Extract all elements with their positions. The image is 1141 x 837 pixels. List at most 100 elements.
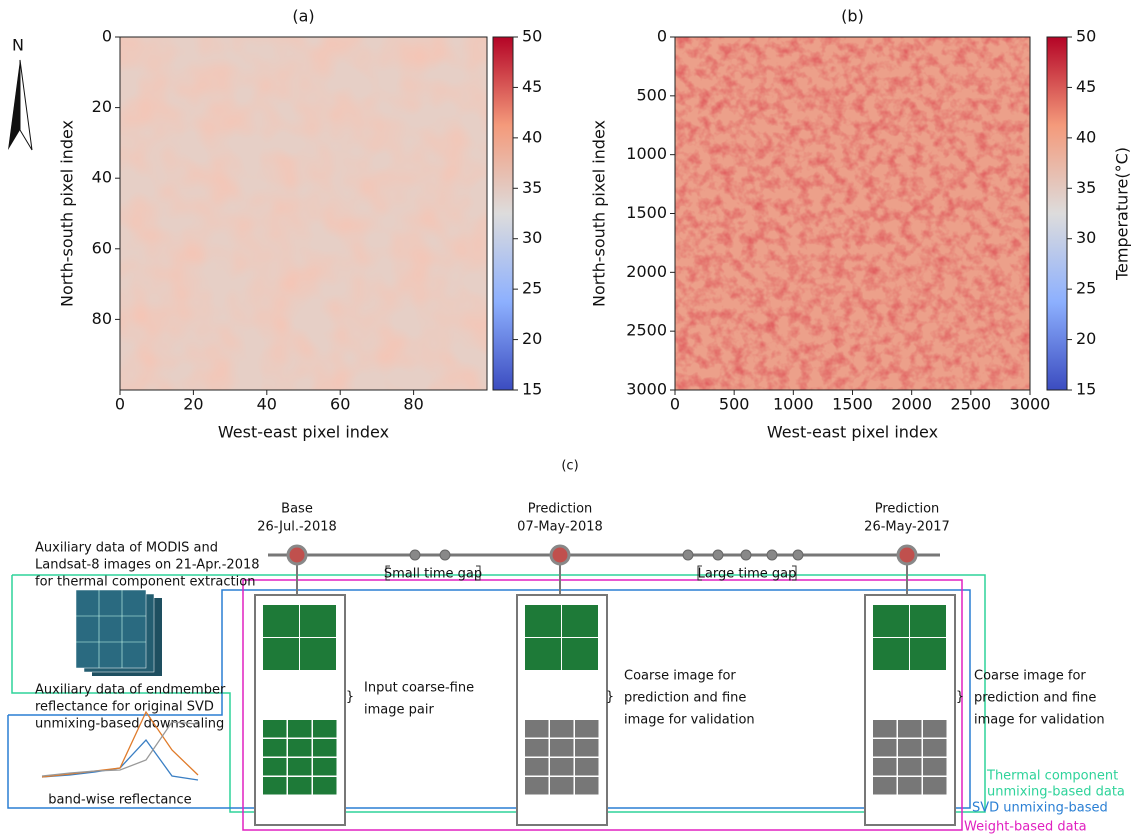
y-tick-label: 1500 (626, 203, 667, 222)
y-axis-label: North-south pixel index (590, 120, 609, 307)
gap-bracket (697, 565, 797, 581)
node-title: Prediction (875, 502, 940, 517)
fine-pixel (550, 739, 574, 757)
y-tick-label: 20 (92, 97, 112, 116)
fine-pixel (550, 758, 574, 776)
legend-text: SVD unmixing-based (972, 801, 1108, 816)
y-tick-label: 80 (92, 309, 112, 328)
coarse-pixel (525, 638, 561, 670)
y-tick-label: 0 (657, 27, 667, 46)
fine-pixel (898, 739, 922, 757)
description: image for validation (624, 713, 755, 728)
colorbar-tick-label: 35 (1076, 178, 1096, 197)
fine-pixel (263, 739, 287, 757)
fine-pixel (873, 758, 897, 776)
aux-text: for thermal component extraction (35, 575, 255, 590)
colorbar-tick-label: 25 (1076, 279, 1096, 298)
aux-text: unmixing-based downscaling (35, 717, 224, 732)
x-tick-label: 40 (257, 395, 277, 414)
fine-pixel (313, 758, 337, 776)
node-date: 26-May-2017 (864, 520, 950, 535)
colorbar-tick-label: 15 (1076, 380, 1096, 399)
coarse-pixel (263, 605, 299, 637)
image-stack (75, 589, 162, 676)
colorbar-tick-label: 50 (1076, 27, 1096, 46)
node-date: 07-May-2018 (517, 520, 603, 535)
y-tick-label: 500 (636, 85, 667, 104)
description: image pair (364, 703, 434, 718)
colorbar-tick-label: 25 (522, 279, 542, 298)
aux-text: Landsat-8 images on 21-Apr.-2018 (35, 558, 260, 573)
heatmap-texture (120, 37, 487, 390)
fine-pixel (313, 720, 337, 738)
y-tick-label: 1000 (626, 144, 667, 163)
y-tick-label: 2500 (626, 321, 667, 340)
description: prediction and fine (624, 691, 746, 706)
fine-pixel (923, 739, 947, 757)
x-axis-label: West-east pixel index (767, 423, 938, 442)
panel-label: (c) (561, 459, 578, 474)
coarse-pixel (873, 638, 909, 670)
x-tick-label: 1500 (832, 395, 873, 414)
fine-pixel (923, 720, 947, 738)
node-date: 26-Jul.-2018 (257, 520, 337, 535)
coarse-pixel (910, 605, 946, 637)
north-label: N (12, 36, 24, 55)
coarse-pixel (300, 605, 336, 637)
time-dots (409, 549, 804, 561)
description: prediction and fine (974, 691, 1096, 706)
fine-pixel (525, 758, 549, 776)
description: Input coarse-fine (364, 681, 474, 696)
legend-text: unmixing-based data (987, 785, 1125, 800)
fine-pixel (898, 777, 922, 795)
description: image for validation (974, 713, 1105, 728)
fine-pixel (873, 739, 897, 757)
x-tick-label: 80 (403, 395, 423, 414)
y-tick-label: 60 (92, 238, 112, 257)
gap-label: Large time gap (698, 567, 797, 582)
fine-pixel (525, 777, 549, 795)
fine-pixel (313, 739, 337, 757)
colorbar (1046, 36, 1068, 391)
colorbar (492, 36, 514, 391)
colorbar-tick-label: 40 (1076, 127, 1096, 146)
fine-pixel (873, 720, 897, 738)
x-tick-label: 2500 (950, 395, 991, 414)
x-tick-label: 500 (719, 395, 750, 414)
heatmaps: (a) West-east pixel index North-south pixe… (58, 7, 1132, 442)
panel-label: (b) (841, 7, 864, 26)
coarse-pixel (562, 638, 598, 670)
fine-pixel (525, 739, 549, 757)
coarse-pixel (873, 605, 909, 637)
brace: } (606, 690, 614, 705)
x-tick-label: 0 (670, 395, 680, 414)
fine-pixel (263, 720, 287, 738)
fine-pixel (550, 777, 574, 795)
weight-box (242, 579, 963, 831)
fine-pixel (525, 720, 549, 738)
x-axis-label: West-east pixel index (218, 423, 389, 442)
colorbar-tick-label: 15 (522, 380, 542, 399)
fine-pixel (898, 758, 922, 776)
colorbar-tick-label: 35 (522, 178, 542, 197)
fine-pixel (575, 720, 599, 738)
colorbar-tick-label: 45 (522, 77, 542, 96)
reflectance-sketch (41, 710, 199, 781)
panel-label: (a) (292, 7, 314, 26)
colorbar-tick-label: 40 (522, 127, 542, 146)
fine-pixel (575, 777, 599, 795)
colorbar-tick-label: 45 (1076, 77, 1096, 96)
y-tick-label: 40 (92, 168, 112, 187)
y-tick-label: 0 (102, 27, 112, 46)
fine-pixel (263, 758, 287, 776)
colorbar-tick-label: 30 (1076, 228, 1096, 247)
x-tick-label: 20 (183, 395, 203, 414)
node-title: Base (281, 502, 313, 517)
fine-pixel (288, 739, 312, 757)
diagram: (c) Small time gap Large time gap Auxili… (7, 459, 1125, 835)
chart-caption: band-wise reflectance (48, 793, 191, 808)
fine-pixel (873, 777, 897, 795)
fine-pixel (313, 777, 337, 795)
fine-pixel (263, 777, 287, 795)
colorbar-tick-label: 30 (522, 228, 542, 247)
